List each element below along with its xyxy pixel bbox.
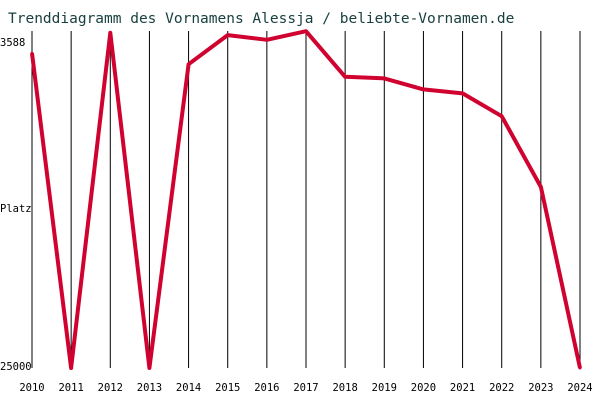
x-tick-2015: 2015	[215, 382, 240, 394]
chart-title: Trenddiagramm des Vornamens Alessja / be…	[8, 11, 514, 27]
x-tick-2017: 2017	[293, 382, 318, 394]
x-tick-2012: 2012	[98, 382, 123, 394]
x-tick-2021: 2021	[450, 382, 475, 394]
y-tick-top: 3588	[0, 37, 25, 49]
x-tick-2022: 2022	[489, 382, 514, 394]
x-tick-2020: 2020	[411, 382, 436, 394]
data-point-2016	[265, 38, 269, 42]
x-tick-2019: 2019	[372, 382, 397, 394]
x-tick-2014: 2014	[176, 382, 201, 394]
data-point-2020	[421, 87, 425, 91]
data-point-2011	[69, 366, 73, 370]
x-tick-2011: 2011	[58, 382, 83, 394]
data-point-2019	[382, 76, 386, 80]
x-tick-2018: 2018	[332, 382, 357, 394]
grid-lines	[31, 31, 581, 368]
x-tick-labels: 2010 2011 2012 2013 2014 2015 2016 2017 2018 2019…	[19, 382, 592, 394]
data-point-2013	[147, 366, 151, 370]
data-point-2021	[461, 91, 465, 95]
data-point-2012	[108, 31, 112, 35]
data-point-2022	[500, 114, 504, 118]
x-tick-2010: 2010	[19, 382, 44, 394]
data-point-2014	[187, 62, 191, 66]
data-point-2018	[343, 75, 347, 79]
data-point-2024	[578, 366, 582, 370]
x-tick-2016: 2016	[254, 382, 279, 394]
y-axis-label: Platz	[0, 203, 32, 215]
data-point-2017	[304, 29, 308, 33]
y-tick-bottom: 25000	[0, 361, 32, 373]
x-tick-2024: 2024	[567, 382, 592, 394]
data-point-2010	[30, 51, 34, 55]
series-line	[30, 29, 582, 370]
data-point-2023	[539, 185, 543, 189]
data-point-2015	[226, 33, 230, 37]
x-tick-2023: 2023	[528, 382, 553, 394]
x-tick-2013: 2013	[137, 382, 162, 394]
